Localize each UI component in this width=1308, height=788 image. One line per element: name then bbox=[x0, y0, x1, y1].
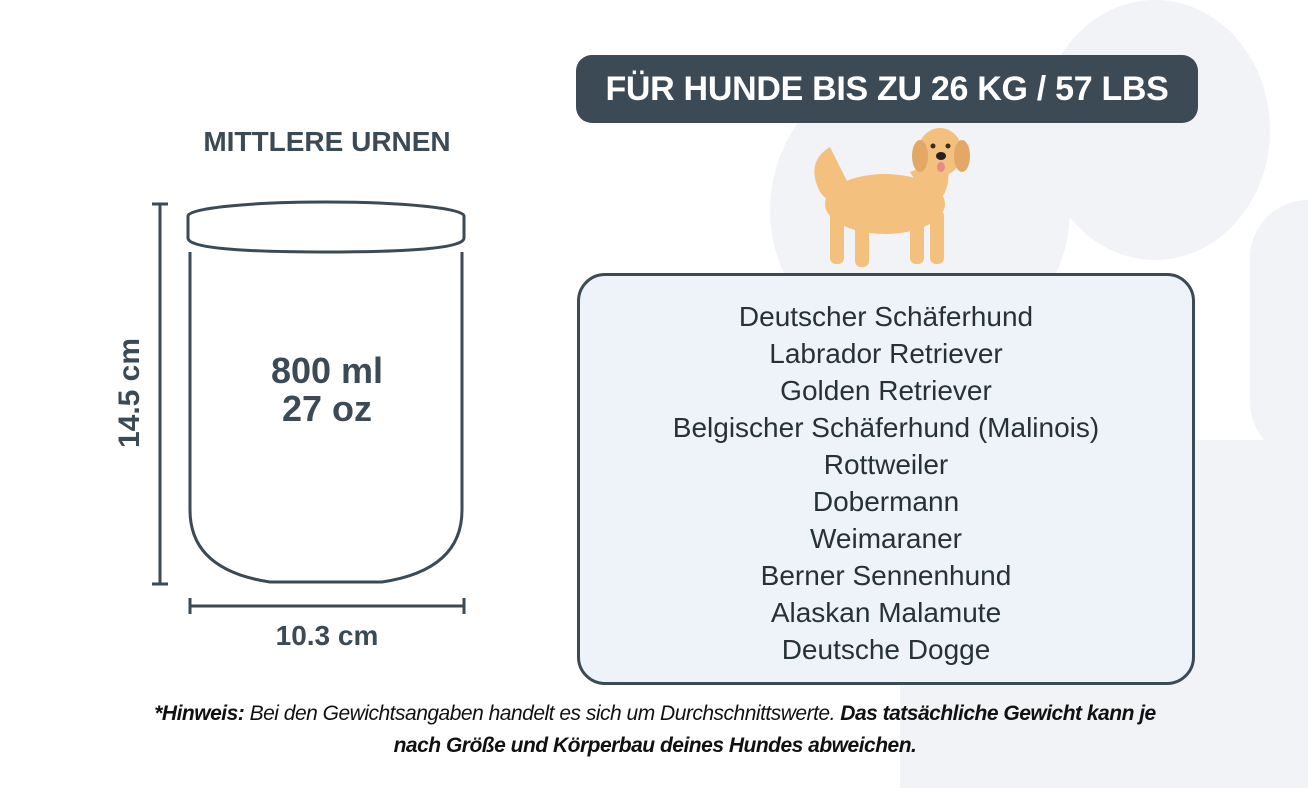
breed-item: Labrador Retriever bbox=[769, 338, 1003, 369]
note-prefix: *Hinweis: bbox=[154, 702, 245, 725]
urn-height: 14.5 cm bbox=[113, 337, 146, 449]
volume-oz: 27 oz bbox=[281, 388, 373, 429]
paw-print-decoration bbox=[1250, 200, 1308, 460]
urn-width: 10.3 cm bbox=[275, 620, 379, 651]
paw-print-decoration bbox=[1040, 0, 1270, 260]
weight-note: *Hinweis: Bei den Gewichtsangaben handel… bbox=[140, 698, 1170, 762]
urn-size-label: MITTLERE URNEN bbox=[203, 126, 451, 157]
breed-item: Rottweiler bbox=[823, 449, 949, 480]
breed-item: Weimaraner bbox=[810, 523, 962, 554]
dog-icon bbox=[814, 128, 970, 267]
urn-volume: 800 ml 27 oz bbox=[190, 352, 464, 428]
breed-item: Berner Sennenhund bbox=[760, 560, 1012, 591]
breed-item: Alaskan Malamute bbox=[770, 597, 1002, 628]
breed-item: Belgischer Schäferhund (Malinois) bbox=[672, 412, 1100, 443]
volume-ml: 800 ml bbox=[270, 350, 384, 391]
urn-diagram bbox=[152, 200, 466, 614]
breed-item: Dobermann bbox=[812, 486, 960, 517]
note-text: Bei den Gewichtsangaben handelt es sich … bbox=[244, 702, 841, 725]
breed-item: Deutscher Schäferhund bbox=[738, 301, 1034, 332]
breed-item: Deutsche Dogge bbox=[781, 634, 991, 665]
weight-title: FÜR HUNDE BIS ZU 26 KG / 57 LBS bbox=[576, 55, 1198, 123]
note-emphasis: Das tatsächliche Gewicht kann je nach Gr… bbox=[393, 702, 1157, 757]
breed-item: Golden Retriever bbox=[780, 375, 992, 406]
breed-list: Deutscher Schäferhund Labrador Retriever… bbox=[577, 273, 1195, 685]
